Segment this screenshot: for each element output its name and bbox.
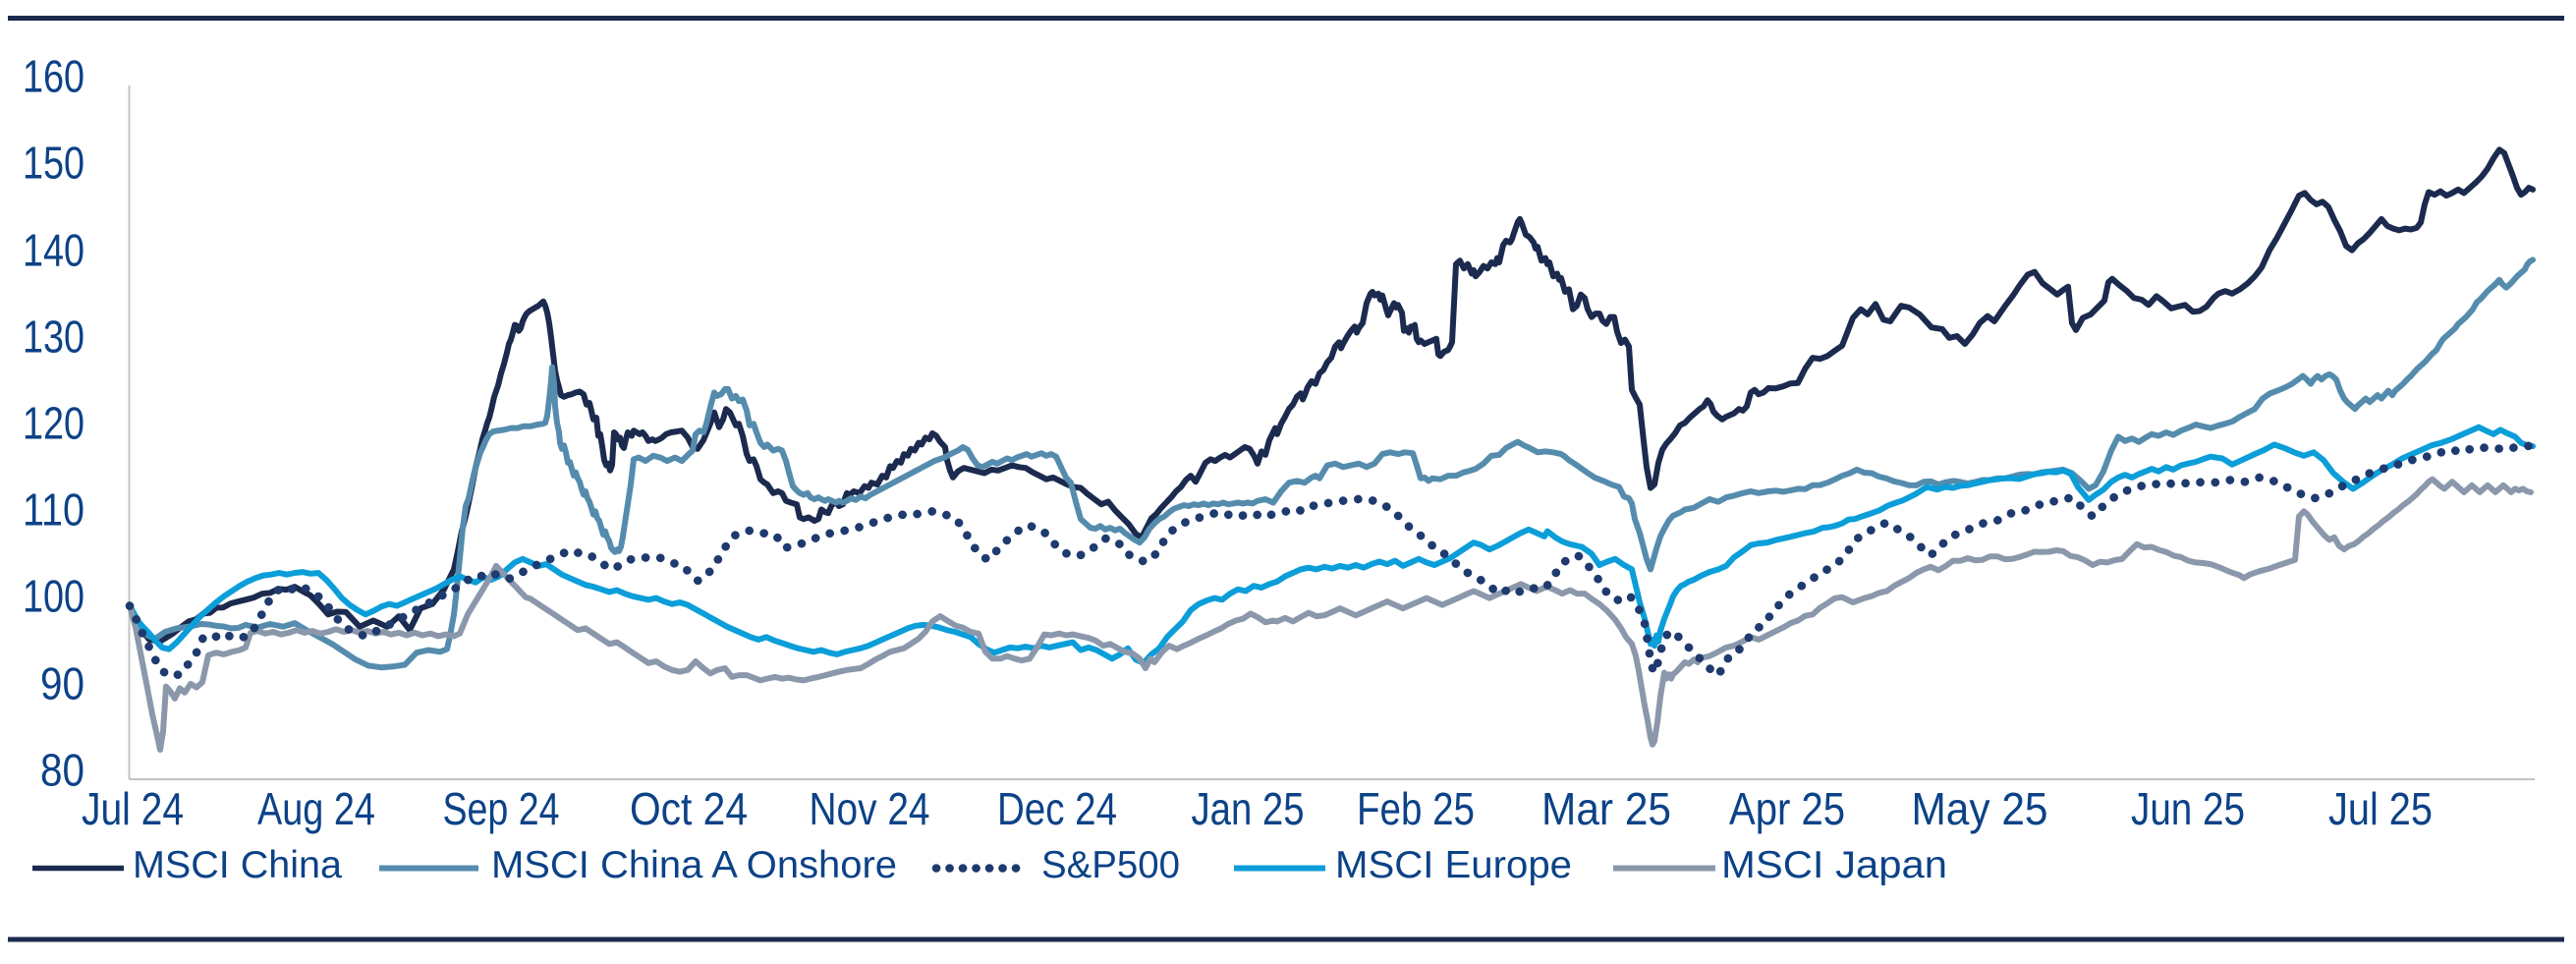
svg-text:Dec 24: Dec 24: [997, 783, 1117, 834]
svg-text:120: 120: [23, 397, 84, 448]
svg-text:S&P500: S&P500: [1041, 844, 1180, 886]
svg-text:Jan 25: Jan 25: [1192, 783, 1305, 834]
svg-text:130: 130: [23, 311, 84, 362]
svg-text:90: 90: [40, 657, 84, 709]
svg-text:110: 110: [23, 483, 84, 535]
svg-text:Jul 24: Jul 24: [82, 783, 184, 834]
svg-text:Oct 24: Oct 24: [630, 783, 748, 834]
svg-text:MSCI China A Onshore: MSCI China A Onshore: [491, 844, 897, 886]
svg-text:Mar 25: Mar 25: [1541, 783, 1671, 834]
svg-text:Feb 25: Feb 25: [1357, 783, 1475, 834]
svg-text:MSCI Japan: MSCI Japan: [1721, 844, 1947, 886]
svg-text:100: 100: [23, 570, 84, 621]
svg-text:80: 80: [40, 744, 84, 795]
svg-text:Jul 25: Jul 25: [2328, 783, 2433, 834]
svg-text:Jun 25: Jun 25: [2131, 783, 2245, 834]
svg-text:Aug 24: Aug 24: [257, 783, 375, 834]
svg-text:160: 160: [23, 50, 84, 101]
svg-text:150: 150: [23, 137, 84, 188]
svg-text:Apr 25: Apr 25: [1729, 783, 1845, 834]
svg-text:140: 140: [23, 224, 84, 275]
svg-text:Nov 24: Nov 24: [810, 783, 930, 834]
svg-text:MSCI China: MSCI China: [133, 844, 342, 886]
svg-text:MSCI Europe: MSCI Europe: [1335, 844, 1572, 886]
svg-text:May 25: May 25: [1912, 783, 2048, 834]
svg-text:Sep 24: Sep 24: [443, 783, 560, 834]
